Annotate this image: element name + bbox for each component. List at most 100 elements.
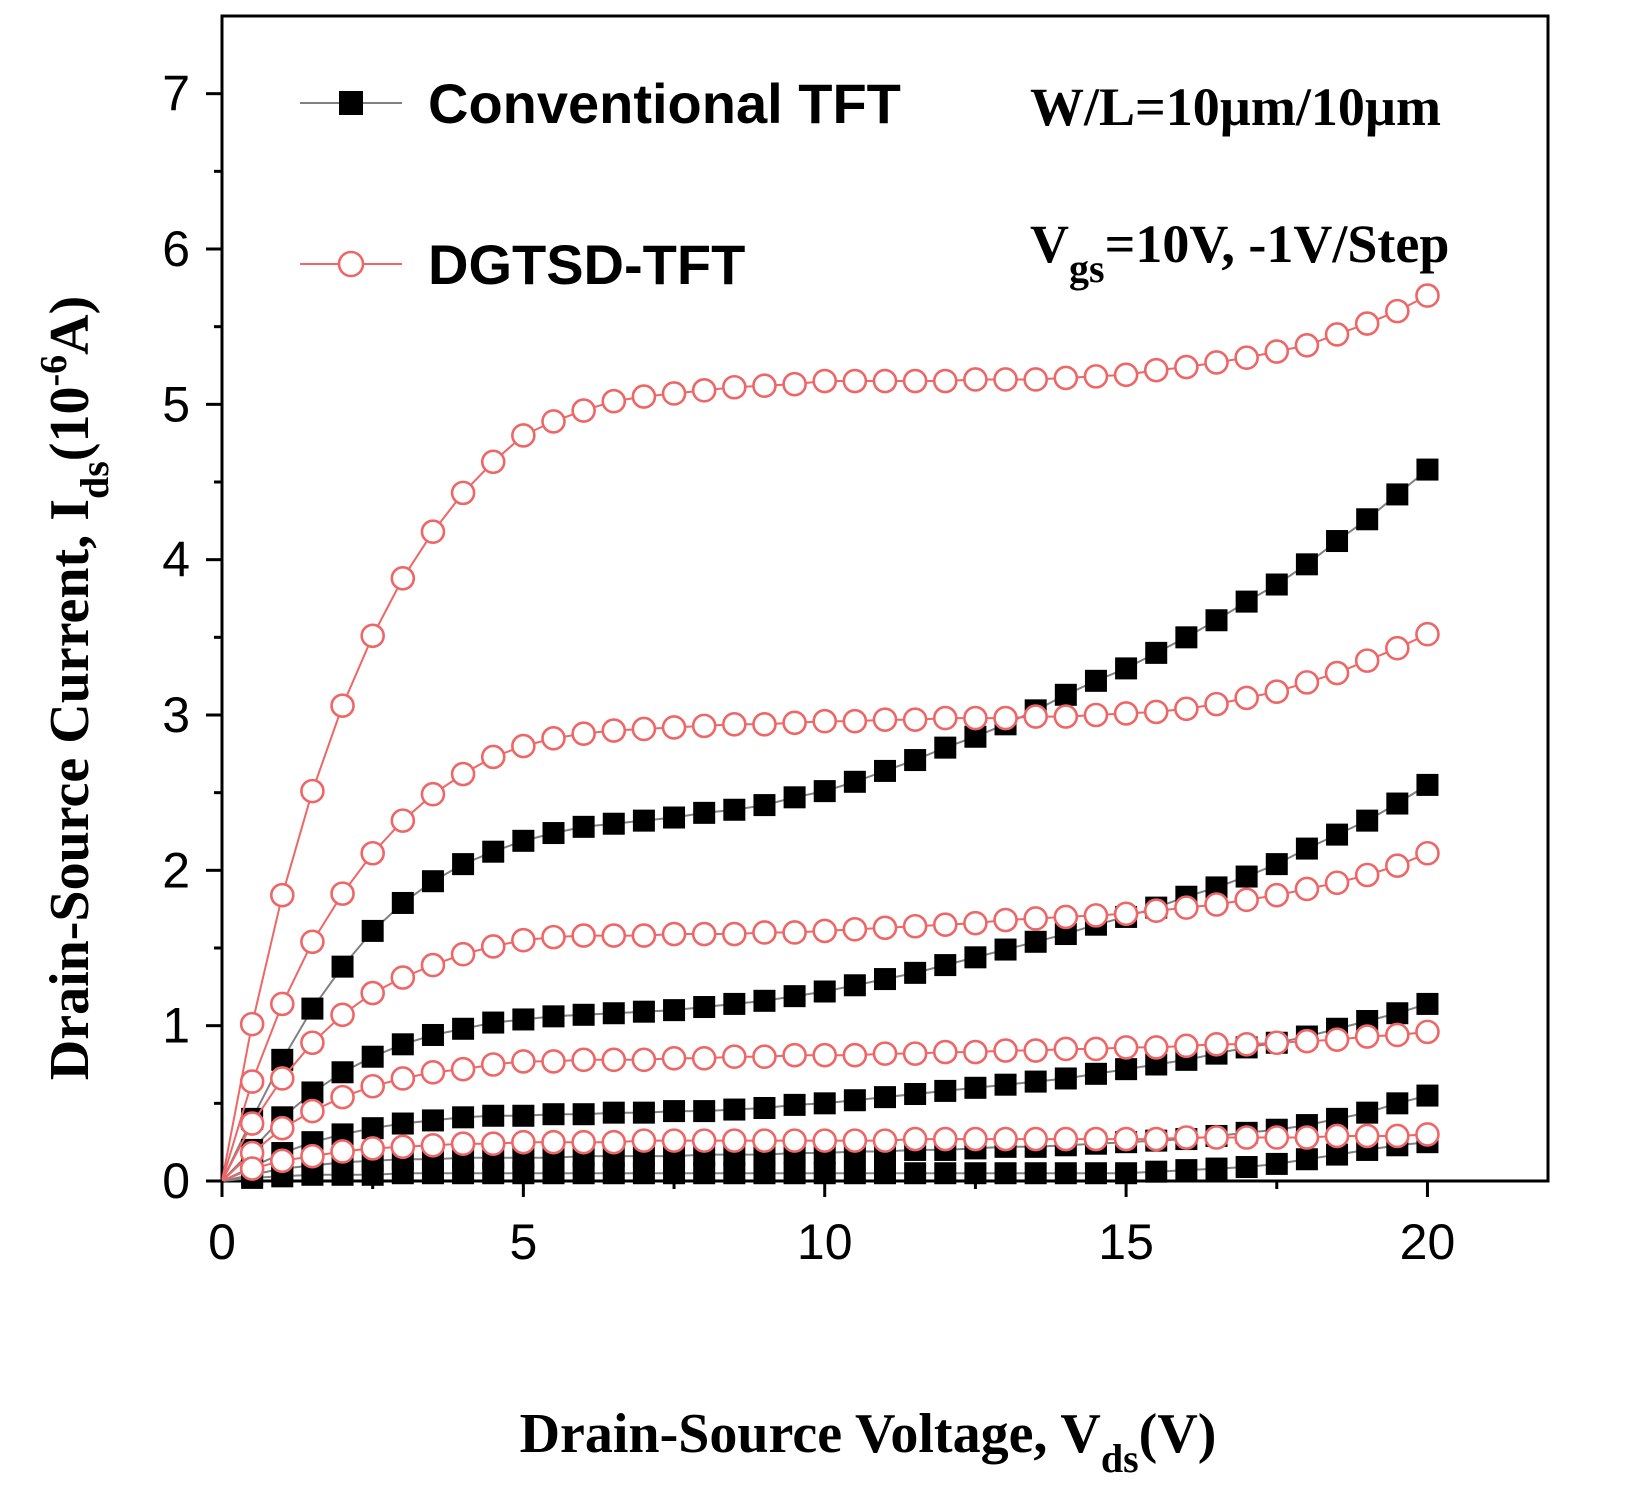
data-point-circle: [1083, 1036, 1109, 1062]
data-point-circle: [1053, 904, 1079, 930]
data-point-circle: [661, 715, 687, 740]
data-point-square: [512, 829, 535, 852]
data-point-square: [994, 1073, 1017, 1096]
data-point-circle: [812, 1128, 838, 1153]
data-point-circle: [601, 1047, 627, 1073]
y-tick-label: 7: [162, 66, 190, 122]
data-point-circle: [993, 1038, 1018, 1063]
data-point-circle: [842, 917, 868, 942]
data-point-circle: [1234, 1125, 1259, 1150]
data-point-circle: [872, 1041, 898, 1066]
data-point-square: [723, 1162, 746, 1185]
data-point-square: [1416, 992, 1439, 1015]
data-point-circle: [722, 921, 747, 947]
data-point-circle: [631, 384, 657, 409]
data-point-circle: [752, 1128, 777, 1153]
data-point-circle: [1174, 895, 1199, 920]
data-point-circle: [360, 623, 385, 649]
data-point-circle: [601, 388, 627, 414]
data-point-circle: [1415, 621, 1440, 647]
axis-ticks: 0 5 10 15 20 0 1 2 3 4 5 6 7: [162, 66, 1455, 1270]
y-tick-label: 6: [162, 221, 190, 277]
data-point-square: [572, 815, 595, 838]
data-point-square: [361, 1117, 384, 1140]
data-point-circle: [390, 808, 416, 833]
data-point-square: [361, 919, 384, 942]
data-point-circle: [902, 368, 928, 394]
data-point-square: [1084, 1062, 1107, 1085]
data-point-circle: [541, 1129, 566, 1155]
data-point-circle: [1354, 1123, 1380, 1149]
data-point-circle: [360, 1073, 385, 1099]
data-point-square: [301, 1081, 324, 1104]
data-point-square: [1145, 641, 1168, 664]
data-point-circle: [722, 374, 747, 400]
data-point-square: [874, 1086, 896, 1109]
data-point-circle: [1385, 298, 1410, 324]
data-point-circle: [1385, 1022, 1410, 1048]
data-point-square: [1416, 458, 1439, 481]
data-point-circle: [691, 378, 717, 403]
x-tick-label: 10: [797, 1214, 853, 1270]
data-point-circle: [932, 1126, 958, 1152]
data-point-circle: [300, 1098, 325, 1124]
data-point-square: [783, 985, 806, 1008]
data-point-circle: [541, 924, 566, 950]
data-point-circle: [1294, 670, 1320, 695]
data-point-circle: [1204, 350, 1229, 375]
data-point-circle: [269, 1148, 295, 1174]
data-point-square: [482, 1011, 505, 1034]
data-point-circle: [963, 1126, 988, 1152]
data-point-circle: [661, 921, 687, 947]
series-dgtsd-8V: [221, 840, 1440, 1182]
data-point-circle: [450, 480, 476, 506]
data-point-square: [904, 1162, 927, 1185]
data-point-square: [753, 1096, 776, 1119]
plot-frame: [220, 14, 1550, 1183]
data-point-circle: [571, 721, 596, 746]
data-point-circle: [1324, 1123, 1350, 1149]
data-point-square: [843, 1089, 866, 1112]
data-point-circle: [420, 952, 446, 978]
data-point-circle: [269, 1066, 295, 1091]
data-point-circle: [631, 716, 657, 742]
data-point-square: [602, 1101, 625, 1124]
data-point-square: [1145, 1053, 1168, 1076]
data-point-circle: [691, 921, 717, 947]
data-point-circle: [932, 705, 958, 731]
series-dgtsd-9V: [221, 621, 1440, 1182]
data-point-square: [542, 1103, 565, 1126]
data-point-circle: [1053, 365, 1079, 391]
data-point-circle: [601, 923, 627, 948]
data-point-square: [452, 1017, 475, 1040]
data-point-circle: [1324, 1027, 1350, 1052]
data-point-circle: [1354, 311, 1380, 336]
data-point-circle: [722, 712, 747, 737]
data-point-circle: [842, 1128, 868, 1153]
data-point-circle: [420, 519, 446, 545]
data-point-circle: [691, 1128, 717, 1153]
y-tick-label: 3: [162, 687, 190, 743]
data-point-circle: [722, 1044, 747, 1070]
data-point-circle: [661, 1128, 687, 1153]
data-point-circle: [1143, 357, 1169, 383]
data-point-square: [391, 1162, 414, 1185]
data-point-circle: [511, 423, 536, 448]
data-point-circle: [993, 907, 1018, 933]
data-point-circle: [1083, 702, 1109, 728]
data-point-square: [693, 1162, 716, 1185]
data-point-circle: [1174, 1125, 1199, 1150]
data-point-square: [1084, 669, 1107, 692]
data-point-circle: [541, 409, 566, 434]
y-tick-label: 0: [162, 1153, 190, 1209]
data-point-circle: [269, 991, 295, 1017]
data-point-square: [964, 725, 987, 748]
data-point-square: [753, 989, 776, 1012]
data-point-circle: [541, 725, 566, 751]
data-point-square: [482, 1104, 505, 1127]
data-point-square: [331, 955, 354, 978]
data-point-circle: [571, 1047, 596, 1073]
data-point-circle: [511, 1049, 536, 1074]
data-point-circle: [1324, 870, 1350, 896]
